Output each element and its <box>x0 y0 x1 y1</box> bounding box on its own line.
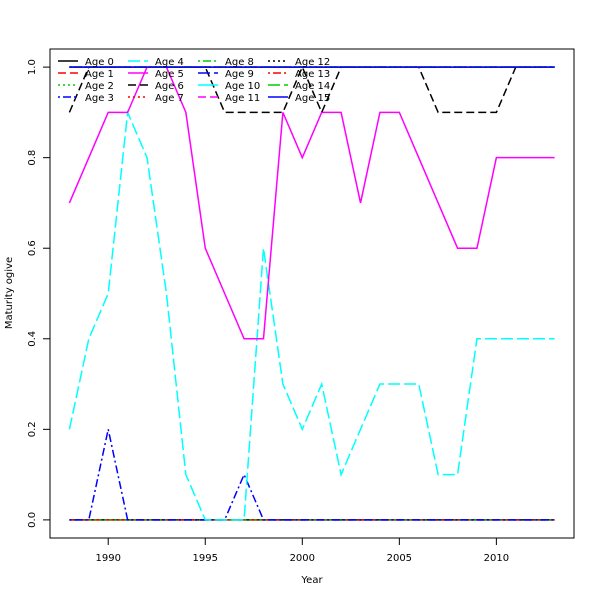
y-tick-label: 0.8 <box>27 150 38 166</box>
y-tick-label: 0.2 <box>27 421 38 437</box>
series-line-age-5 <box>68 66 555 340</box>
plot-frame <box>49 48 575 539</box>
y-tick-label: 0.4 <box>27 331 38 347</box>
x-tick-label: 2010 <box>484 553 509 564</box>
legend-label: Age 15 <box>295 93 330 104</box>
legend-label: Age 4 <box>155 57 184 68</box>
legend-label: Age 0 <box>85 57 114 68</box>
legend-label: Age 11 <box>225 93 260 104</box>
y-tick-label: 0.6 <box>27 240 38 256</box>
y-axis: 0.0 0.2 0.4 0.6 0.8 1.0 <box>27 59 51 528</box>
legend-label: Age 13 <box>295 69 330 80</box>
legend-label: Age 14 <box>295 81 330 92</box>
series-line-age-4 <box>68 109 555 521</box>
legend-label: Age 2 <box>85 81 114 92</box>
legend-label: Age 5 <box>155 69 184 80</box>
x-axis: 1990 1995 2000 2005 2010 <box>95 537 509 564</box>
legend-label: Age 12 <box>295 57 330 68</box>
legend-label: Age 7 <box>155 93 184 104</box>
legend-label: Age 10 <box>225 81 260 92</box>
x-axis-label: Year <box>300 575 323 586</box>
y-tick-label: 0.0 <box>27 512 38 528</box>
legend-label: Age 1 <box>85 69 114 80</box>
x-tick-label: 1995 <box>193 553 218 564</box>
x-tick-label: 2005 <box>387 553 412 564</box>
y-axis-label: Maturity ogive <box>4 257 15 329</box>
legend-label: Age 9 <box>225 69 254 80</box>
legend-label: Age 8 <box>225 57 254 68</box>
x-tick-label: 2000 <box>290 553 315 564</box>
legend-label: Age 6 <box>155 81 184 92</box>
y-tick-label: 1.0 <box>27 59 38 75</box>
legend-label: Age 3 <box>85 93 114 104</box>
x-tick-label: 1990 <box>95 553 120 564</box>
series-layer <box>68 65 555 521</box>
series-line-age-3 <box>69 429 555 521</box>
